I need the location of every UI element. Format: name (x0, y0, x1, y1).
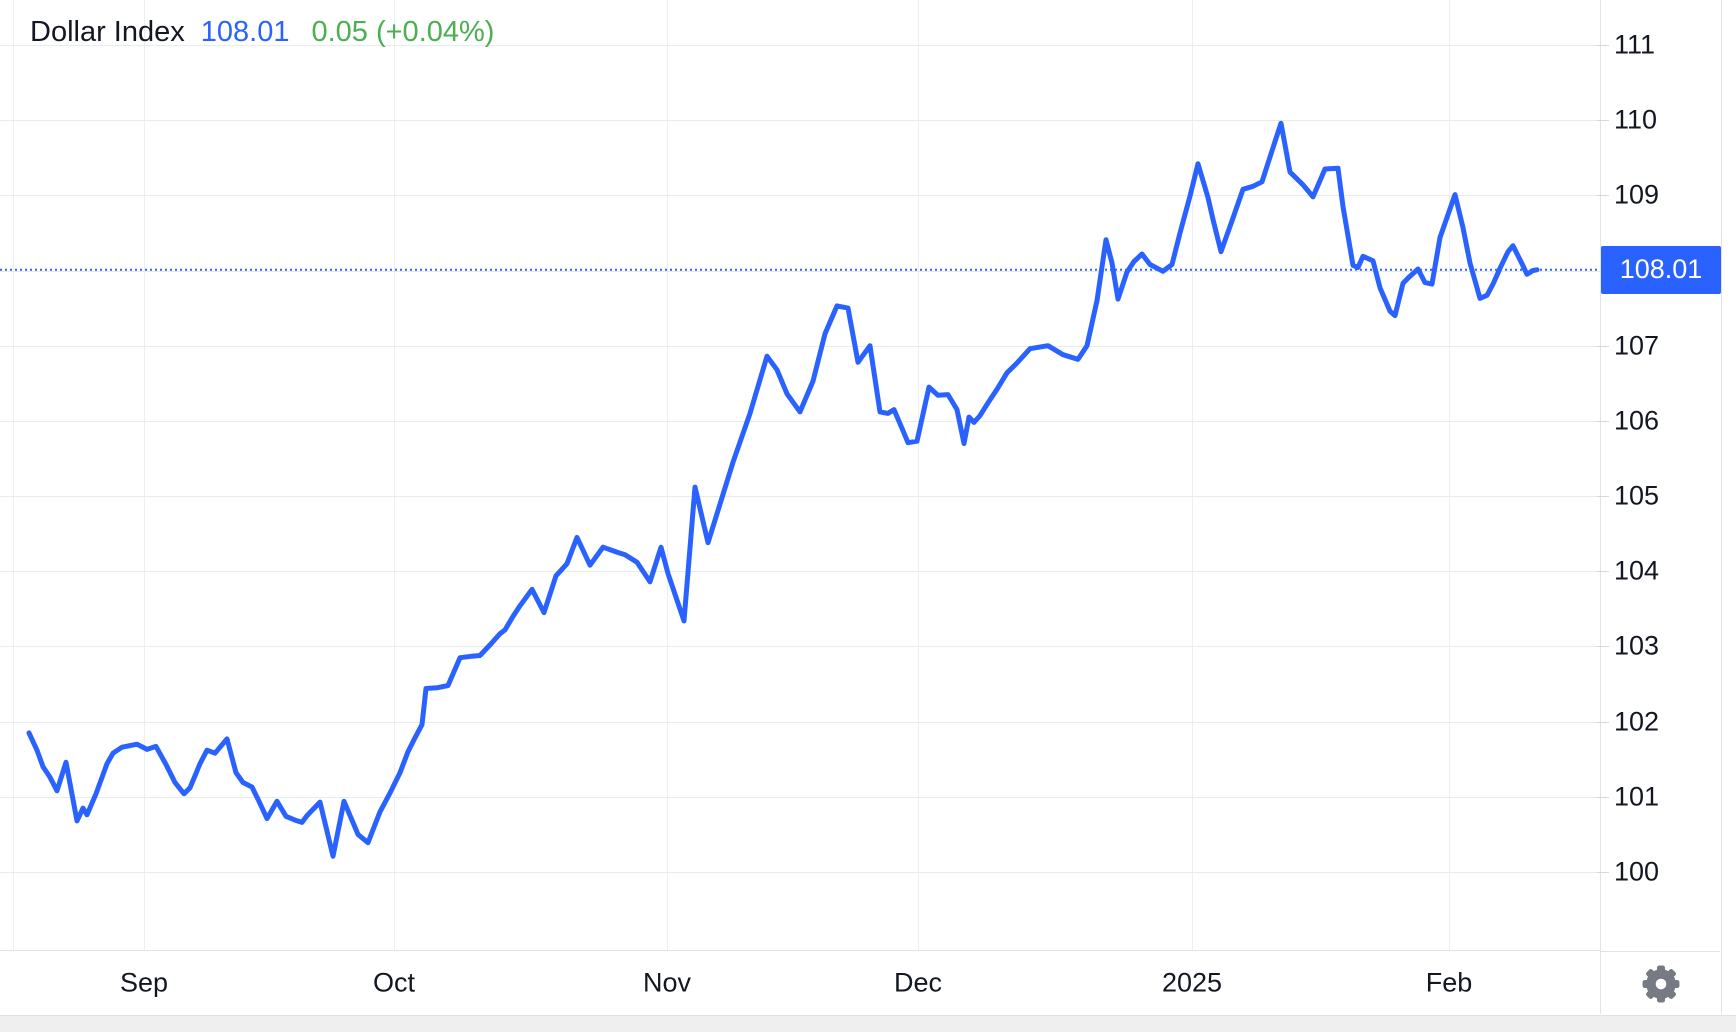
price-scale-tick (1597, 646, 1609, 647)
price-scale-tick (1597, 195, 1609, 196)
price-scale-tick (1597, 872, 1609, 873)
price-change: 0.05 (+0.04%) (311, 14, 494, 50)
last-price: 108.01 (200, 16, 290, 48)
symbol-title: Dollar Index (30, 16, 185, 48)
time-scale-label-dec: Dec (893, 967, 943, 998)
change-value: 0.05 (311, 16, 368, 48)
time-scale-label-sep: Sep (119, 967, 169, 998)
price-scale[interactable]: 108.01 111 110 109 107 106 105 104 103 102 101 100 (1597, 0, 1722, 1014)
chart-canvas (0, 0, 1600, 950)
time-scale-label-oct: Oct (372, 967, 416, 998)
price-scale-tick (1597, 45, 1609, 46)
price-chart-plot[interactable]: Dollar Index 108.01 0.05 (+0.04%) (0, 0, 1600, 950)
price-scale-label: 107 (1614, 330, 1660, 361)
last-price-flag-text: 108.01 (1619, 254, 1703, 285)
price-scale-label: 103 (1614, 630, 1660, 661)
last-price-flag: 108.01 (1601, 245, 1721, 294)
price-scale-label: 109 (1614, 179, 1660, 210)
price-scale-tick (1597, 571, 1609, 572)
price-scale-label: 102 (1614, 706, 1660, 737)
time-scale-label-nov: Nov (642, 967, 692, 998)
price-scale-label: 104 (1614, 555, 1660, 586)
price-line-series (26, 120, 1540, 859)
price-scale-label: 100 (1614, 856, 1660, 887)
time-scale[interactable]: Sep Oct Nov Dec 2025 Feb (0, 950, 1600, 1015)
price-scale-tick (1597, 120, 1609, 121)
price-scale-tick (1597, 722, 1609, 723)
price-scale-tick (1597, 496, 1609, 497)
price-scale-tick (1597, 421, 1609, 422)
price-scale-label: 105 (1614, 480, 1660, 511)
price-scale-tick (1597, 346, 1609, 347)
price-scale-tick (1597, 797, 1609, 798)
time-scale-label-2025: 2025 (1161, 967, 1223, 998)
price-scale-label: 106 (1614, 405, 1660, 436)
settings-button[interactable] (1638, 961, 1684, 1007)
change-percent: (+0.04%) (375, 16, 495, 48)
price-scale-label: 110 (1614, 104, 1658, 135)
bottom-strip (0, 1015, 1736, 1032)
time-scale-label-feb: Feb (1425, 967, 1473, 998)
price-scale-label: 111 (1614, 29, 1656, 60)
price-scale-label: 101 (1614, 781, 1660, 812)
gear-icon (1642, 965, 1679, 1002)
chart-legend: Dollar Index 108.01 0.05 (+0.04%) (30, 14, 494, 50)
settings-pane (1601, 951, 1720, 1015)
